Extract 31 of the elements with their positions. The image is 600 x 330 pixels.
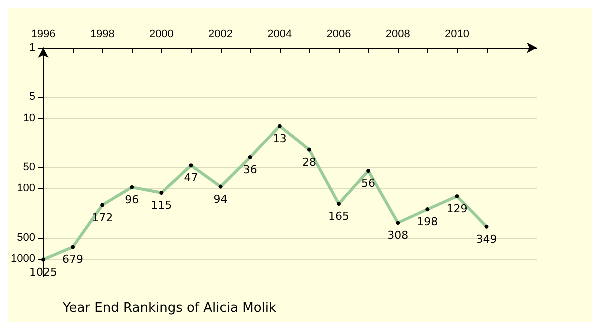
- y-tick-label: 1: [29, 42, 36, 54]
- data-label: 679: [62, 253, 84, 266]
- x-tick-label: 2000: [149, 28, 174, 40]
- data-label: 349: [476, 232, 498, 246]
- data-label: 129: [446, 202, 468, 216]
- data-label: 115: [151, 198, 172, 212]
- x-tick-label: 2010: [444, 28, 470, 40]
- x-tick-label: 1996: [31, 28, 56, 40]
- data-label: 13: [272, 132, 287, 146]
- y-tick-label: 5: [29, 91, 36, 104]
- data-label: 94: [214, 192, 228, 206]
- y-tick-label: 1000: [10, 253, 36, 266]
- data-label: 56: [362, 176, 376, 190]
- data-label: 172: [92, 211, 114, 224]
- data-label: 47: [184, 172, 198, 185]
- y-tick-label: 10: [23, 112, 36, 124]
- x-tick-label: 2002: [208, 28, 234, 40]
- data-label: 96: [125, 193, 140, 206]
- y-tick-label: 100: [17, 182, 36, 195]
- x-tick-label: 2008: [386, 28, 410, 40]
- data-label: 36: [243, 163, 258, 176]
- data-label: 165: [328, 210, 350, 223]
- x-tick-label: 2006: [326, 28, 352, 40]
- y-tick-label: 50: [23, 162, 36, 174]
- x-tick-label: 1998: [90, 28, 115, 40]
- y-tick-label: 500: [17, 232, 36, 244]
- x-tick-label: 2004: [268, 28, 292, 40]
- data-label: 198: [417, 216, 438, 229]
- data-label: 28: [302, 156, 316, 169]
- data-label: 308: [388, 229, 409, 242]
- text: Year End Rankings of Alicia Molik: [62, 301, 278, 316]
